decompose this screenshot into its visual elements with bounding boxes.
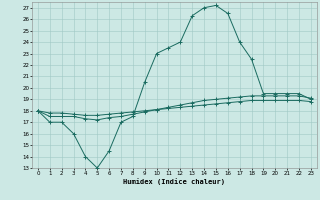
X-axis label: Humidex (Indice chaleur): Humidex (Indice chaleur) xyxy=(124,178,225,185)
